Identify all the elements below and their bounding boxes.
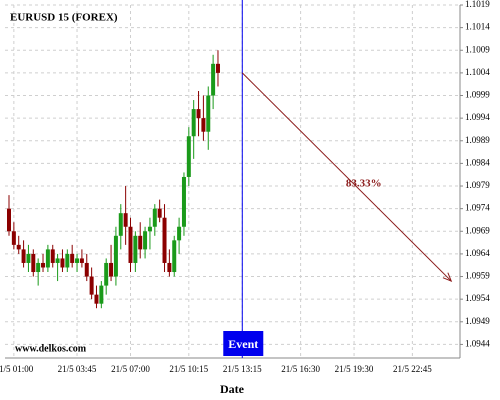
candle-body (60, 258, 65, 268)
candle-body (215, 63, 220, 73)
x-tick-label: 21/5 19:30 (335, 364, 374, 374)
y-tick-label: 1.0989 (465, 135, 490, 145)
watermark: www.delkos.com (15, 343, 87, 354)
candle-body (162, 217, 167, 263)
candle-body (133, 235, 138, 263)
candle-body (191, 109, 196, 137)
y-tick-label: 1.0969 (465, 225, 490, 235)
y-tick-label: 1.0999 (465, 90, 490, 100)
candle-body (152, 208, 157, 227)
x-tick-label: 21/5 10:15 (169, 364, 208, 374)
candle-body (201, 118, 206, 132)
candle-body (138, 235, 143, 250)
candle-body (177, 226, 182, 241)
candle-body (143, 231, 148, 250)
x-axis-label: Date (220, 382, 245, 396)
candle-body (16, 244, 21, 250)
x-tick-label: 21/5 13:15 (223, 364, 262, 374)
candle-body (26, 253, 31, 263)
candle-body (65, 253, 70, 268)
candle-body (118, 213, 123, 236)
candle-body (157, 208, 162, 218)
candle-body (36, 262, 41, 273)
y-tick-label: 1.0994 (465, 112, 490, 122)
y-tick-label: 1.1019 (465, 0, 490, 9)
y-tick-label: 1.1014 (465, 22, 490, 32)
candle-body (45, 249, 50, 268)
y-tick-label: 1.0984 (465, 157, 490, 167)
candle-body (147, 226, 152, 232)
candle-body (11, 231, 16, 245)
candle-body (31, 253, 36, 273)
y-tick-label: 1.0964 (465, 248, 490, 258)
candle-body (113, 235, 118, 277)
candle-body (94, 294, 99, 304)
y-tick-label: 1.0954 (465, 293, 490, 303)
candle-body (167, 262, 172, 273)
x-tick-label: 21/5 07:00 (111, 364, 150, 374)
y-tick-label: 1.0959 (465, 271, 490, 281)
x-tick-label: 21/5 16:30 (281, 364, 320, 374)
candle-body (123, 213, 128, 227)
candle-body (172, 240, 177, 273)
candle-body (181, 176, 186, 227)
y-tick-label: 1.1009 (465, 44, 490, 54)
candle-body (206, 95, 211, 132)
candle-body (55, 258, 60, 263)
y-tick-label: 1.0979 (465, 180, 490, 190)
candle-body (104, 262, 109, 286)
prediction-label: 83.33% (346, 178, 382, 190)
candle-body (99, 285, 104, 304)
candle-body (50, 249, 55, 263)
event-label: Event (228, 337, 258, 351)
candle-body (84, 262, 89, 277)
chart-title: EURUSD 15 (FOREX) (10, 12, 118, 24)
candle-body (186, 136, 191, 177)
x-tick-label: 21/5 01:00 (0, 364, 34, 374)
candle-body (79, 258, 84, 263)
candle-body (7, 208, 11, 232)
event-box (223, 331, 264, 356)
y-tick-label: 1.0949 (465, 316, 490, 326)
candle-body (109, 262, 114, 277)
arrow-head (442, 272, 453, 282)
x-tick-label: 21/5 22:45 (393, 364, 432, 374)
y-tick-label: 1.0974 (465, 203, 490, 213)
candle-body (211, 63, 216, 96)
candle-body (196, 109, 201, 119)
plot-area (5, 5, 460, 358)
y-tick-label: 1.0944 (465, 338, 490, 348)
candle-body (128, 226, 133, 263)
candle-body (21, 249, 26, 263)
grid (5, 4, 460, 358)
candle-body (70, 253, 75, 263)
candle-body (41, 262, 46, 268)
candle-body (89, 276, 94, 295)
y-tick-label: 1.1004 (465, 67, 490, 77)
x-tick-label: 21/5 03:45 (58, 364, 97, 374)
prediction-arrow (241, 72, 452, 282)
marks (7, 50, 220, 309)
candle-body (75, 258, 80, 263)
